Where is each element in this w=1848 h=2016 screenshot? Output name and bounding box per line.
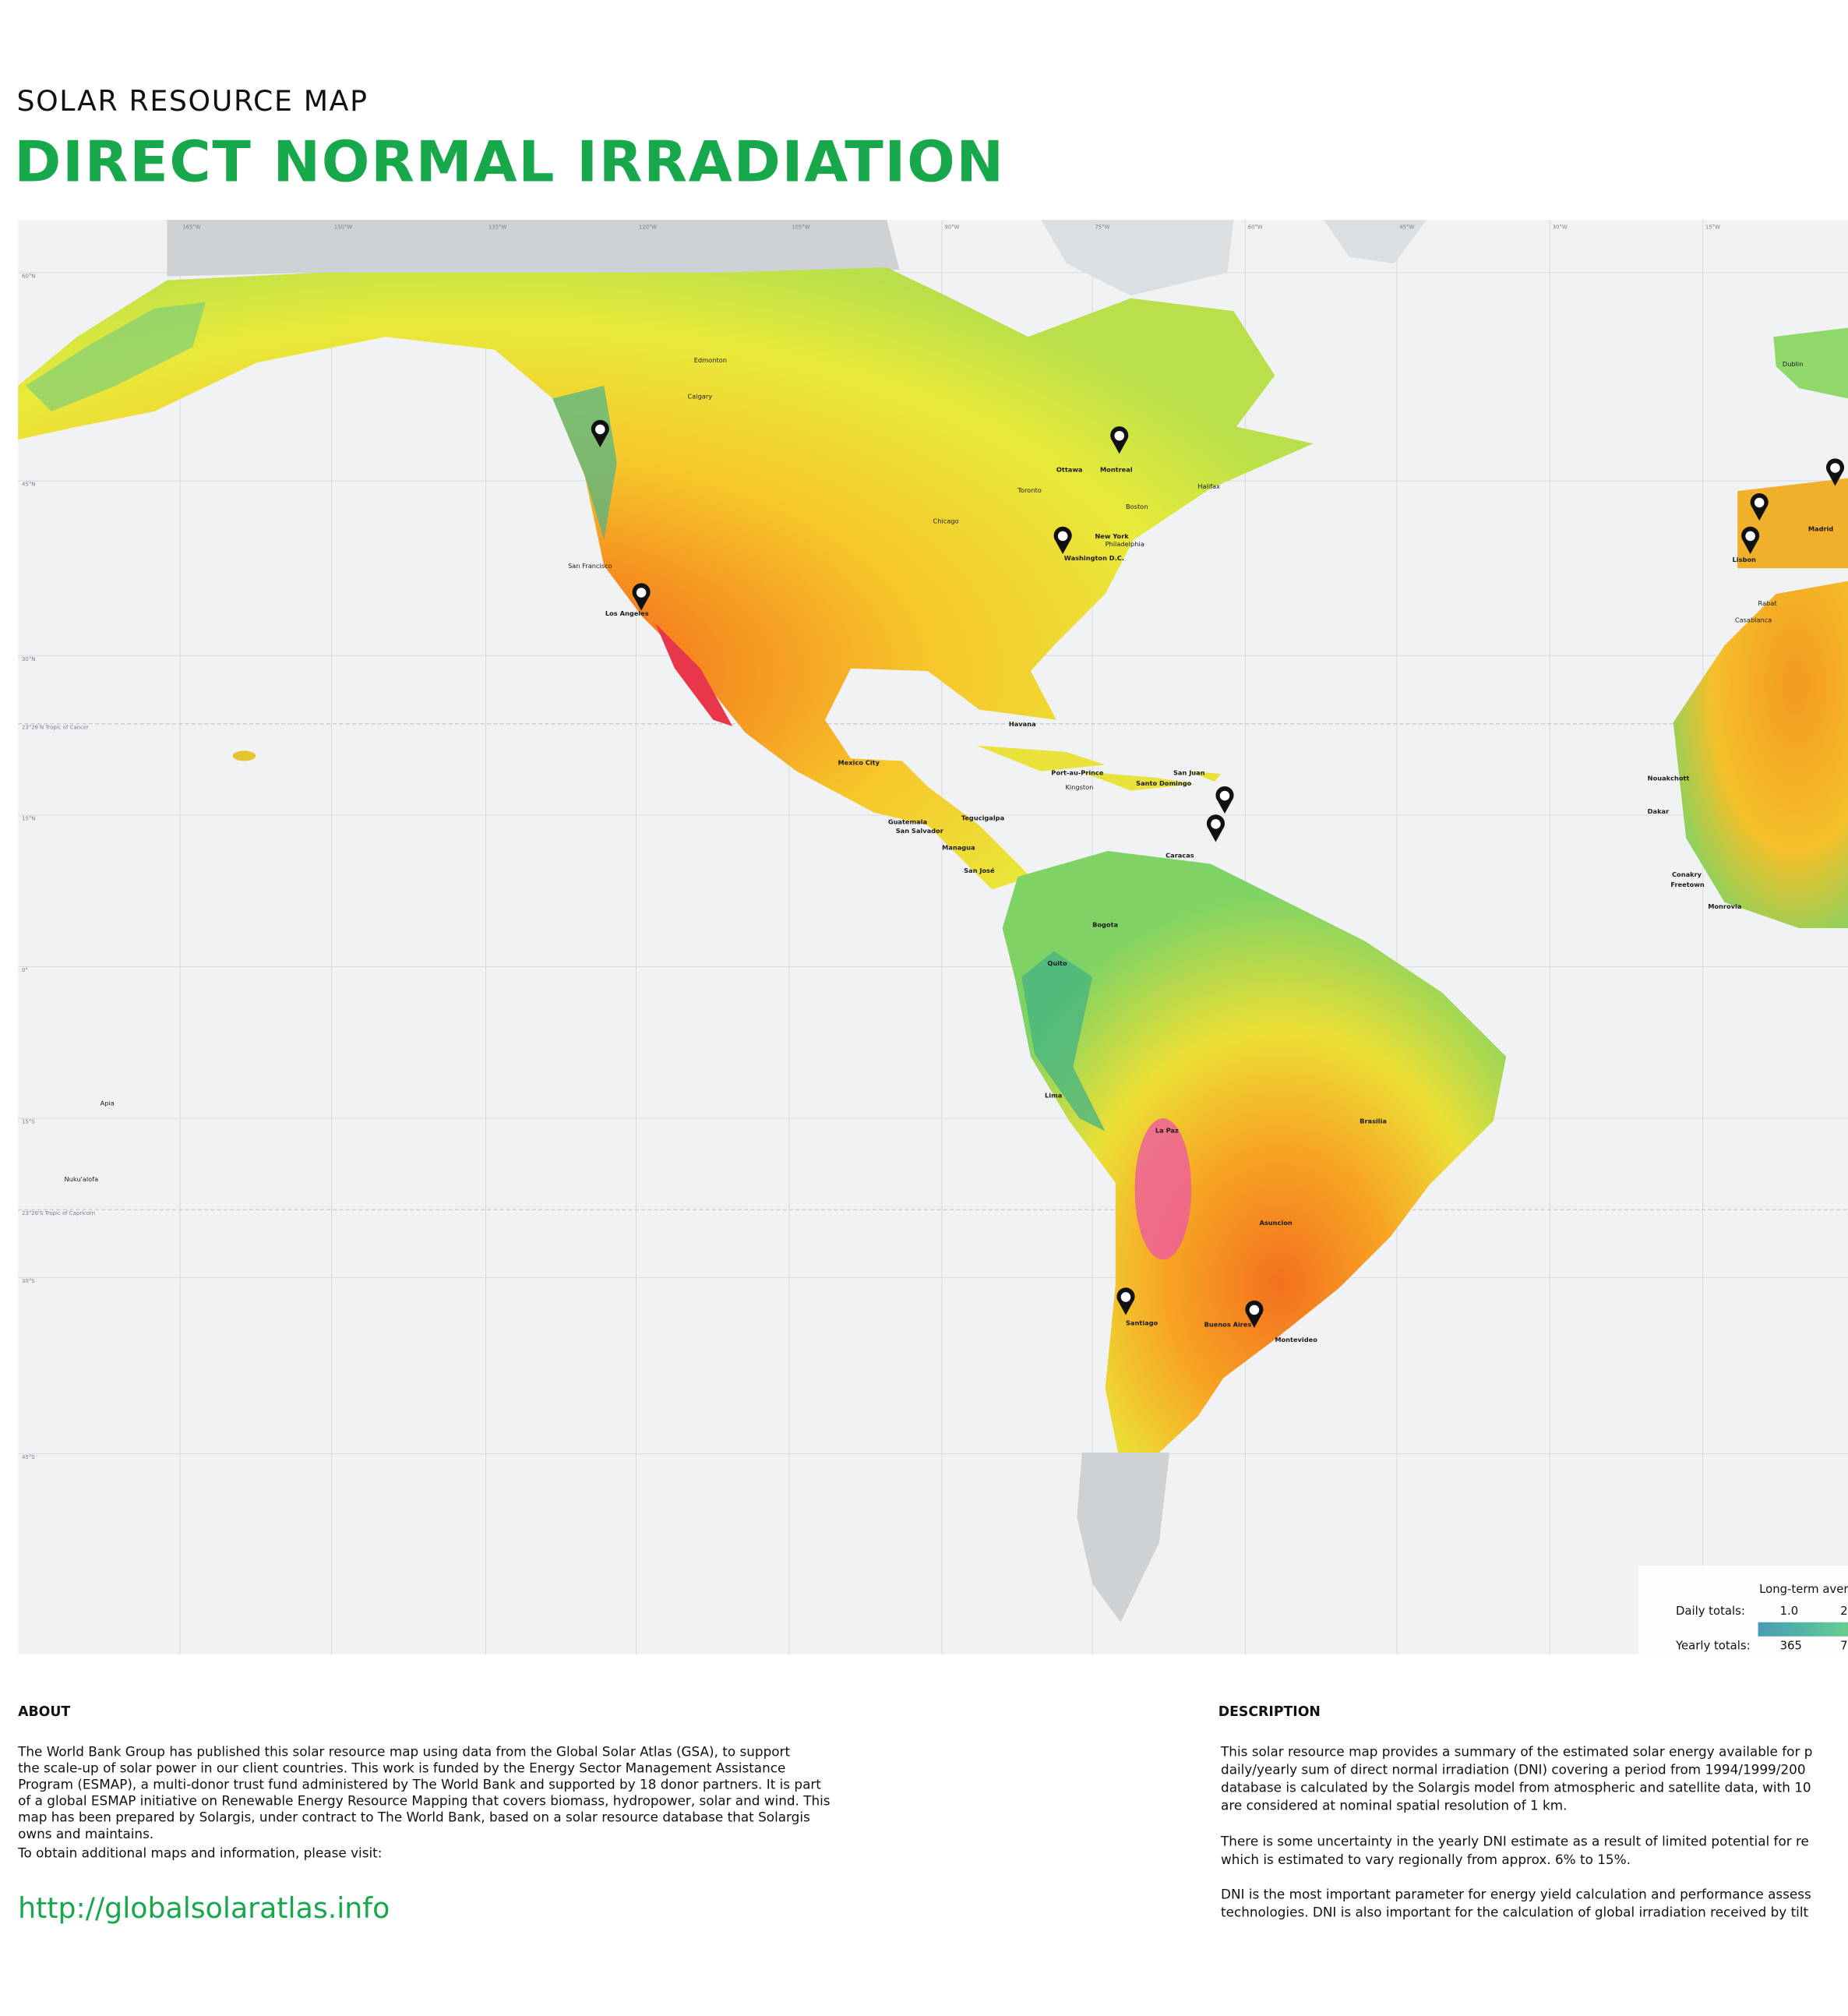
longitude-label: 135°W <box>488 224 507 231</box>
map: 165°W 150°W 135°W 120°W 105°W 90°W 75°W 60°W 45°… <box>18 220 1848 1654</box>
legend-value: 2 <box>1840 1605 1847 1618</box>
body-line: There is some uncertainty in the yearly … <box>1220 1834 1809 1849</box>
body-line: map has been prepared by Solargis, under… <box>18 1809 810 1825</box>
longitude-label: 15°W <box>1705 224 1720 231</box>
section-heading: DESCRIPTION <box>1218 1704 1321 1720</box>
kicker: SOLAR RESOURCE MAP <box>16 84 368 118</box>
longitude-label: 60°W <box>1248 224 1263 231</box>
body-line: owns and maintains. <box>18 1826 153 1841</box>
legend-value: 1.0 <box>1780 1605 1799 1618</box>
body-line: database is calculated by the Solargis m… <box>1221 1779 1811 1795</box>
city-label: Washington D.C. <box>1064 554 1124 562</box>
city-label: Kingston <box>1065 783 1093 791</box>
body-line: daily/yearly sum of direct normal irradi… <box>1221 1761 1805 1777</box>
city-label: Conakry <box>1672 870 1702 878</box>
city-label: Bogota <box>1092 920 1118 928</box>
city-label: Dublin <box>1783 360 1804 368</box>
city-label: Lisbon <box>1733 556 1757 563</box>
city-label: San José <box>964 867 995 874</box>
city-label: Toronto <box>1017 486 1041 494</box>
city-label: Mexico City <box>838 758 880 766</box>
city-label: Guatemala <box>888 817 927 825</box>
city-label: Ottawa <box>1056 465 1083 473</box>
longitude-label: 150°W <box>334 224 353 231</box>
longitude-label: 105°W <box>792 224 810 231</box>
city-label: La Paz <box>1155 1126 1179 1134</box>
section-heading: ABOUT <box>18 1704 70 1720</box>
latitude-label: 30°N <box>22 656 35 662</box>
latitude-label: 45°S <box>22 1454 35 1460</box>
legend-title: Long-term aver <box>1759 1583 1848 1596</box>
latitude-label: 15°S <box>22 1119 35 1125</box>
body-line: The World Bank Group has published this … <box>17 1743 790 1759</box>
city-label: Santiago <box>1126 1319 1159 1327</box>
body-line: Program (ESMAP), a multi-donor trust fun… <box>18 1776 821 1792</box>
legend-label: Yearly totals: <box>1675 1639 1751 1652</box>
city-label: Nouakchott <box>1648 774 1690 782</box>
latitude-label: 23°26'N Tropic of Cancer <box>22 724 89 730</box>
city-label: Casablanca <box>1735 616 1772 623</box>
city-label: Quito <box>1047 959 1067 967</box>
city-label: Montreal <box>1100 465 1133 473</box>
city-label: Montevideo <box>1275 1336 1317 1343</box>
legend-value: 365 <box>1780 1639 1802 1652</box>
latitude-label: 60°N <box>22 273 35 279</box>
city-label: Dakar <box>1648 807 1670 815</box>
body-line: are considered at nominal spatial resolu… <box>1221 1798 1567 1813</box>
city-label: Rabat <box>1758 599 1778 607</box>
city-label: Los Angeles <box>605 609 649 617</box>
city-label: Managua <box>942 843 975 851</box>
longitude-label: 120°W <box>639 224 658 231</box>
city-label: Philadelphia <box>1106 540 1144 548</box>
city-label: Buenos Aires <box>1204 1320 1252 1328</box>
body-line: of a global ESMAP initiative on Renewabl… <box>18 1793 831 1809</box>
city-label: Calgary <box>687 392 712 400</box>
city-label: Nuku'alofa <box>64 1175 98 1183</box>
city-label: San Salvador <box>896 827 944 835</box>
city-label: Halifax <box>1197 482 1220 490</box>
body-line: the scale-up of solar power in our clien… <box>18 1760 785 1775</box>
city-label: Caracas <box>1166 851 1194 859</box>
city-label: Port-au-Prince <box>1051 769 1104 777</box>
city-label: Monrovia <box>1708 902 1741 910</box>
city-label: Santo Domingo <box>1136 779 1191 787</box>
city-label: Edmonton <box>694 356 727 364</box>
latitude-label: 23°26'S Tropic of Capricorn <box>22 1210 95 1216</box>
longitude-label: 75°W <box>1095 224 1109 231</box>
city-label: Chicago <box>933 517 959 524</box>
longitude-label: 45°W <box>1399 224 1414 231</box>
latitude-label: 45°N <box>22 482 35 488</box>
city-label: Tegucigalpa <box>961 814 1004 821</box>
body-line: This solar resource map provides a summa… <box>1220 1743 1812 1759</box>
latitude-label: 30°S <box>22 1278 35 1284</box>
body-line: DNI is the most important parameter for … <box>1221 1886 1811 1901</box>
city-label: Freetown <box>1670 881 1705 888</box>
body-line: technologies. DNI is also important for … <box>1221 1904 1808 1919</box>
city-label: Apia <box>101 1100 115 1107</box>
city-label: Brasilia <box>1360 1117 1387 1125</box>
legend-value: 7 <box>1840 1639 1847 1652</box>
legend-label: Daily totals: <box>1676 1605 1745 1618</box>
website-link[interactable]: http://globalsolaratlas.info <box>18 1891 390 1925</box>
city-label: Madrid <box>1808 524 1834 532</box>
city-label: San Juan <box>1173 769 1205 777</box>
city-label: New York <box>1095 532 1129 540</box>
city-label: Havana <box>1009 720 1036 728</box>
title: DIRECT NORMAL IRRADIATION <box>14 130 1005 196</box>
city-label: Boston <box>1126 503 1148 510</box>
city-label: Lima <box>1045 1092 1062 1100</box>
longitude-label: 30°W <box>1553 224 1568 231</box>
latitude-label: 15°N <box>22 815 35 821</box>
longitude-label: 90°W <box>944 224 959 231</box>
body-line: which is estimated to vary regionally fr… <box>1221 1852 1631 1867</box>
latitude-label: 0° <box>22 967 28 973</box>
longitude-label: 165°W <box>182 224 201 231</box>
city-label: Asuncion <box>1260 1219 1293 1227</box>
body-line: To obtain additional maps and informatio… <box>17 1845 382 1861</box>
city-label: San Francisco <box>568 562 612 570</box>
